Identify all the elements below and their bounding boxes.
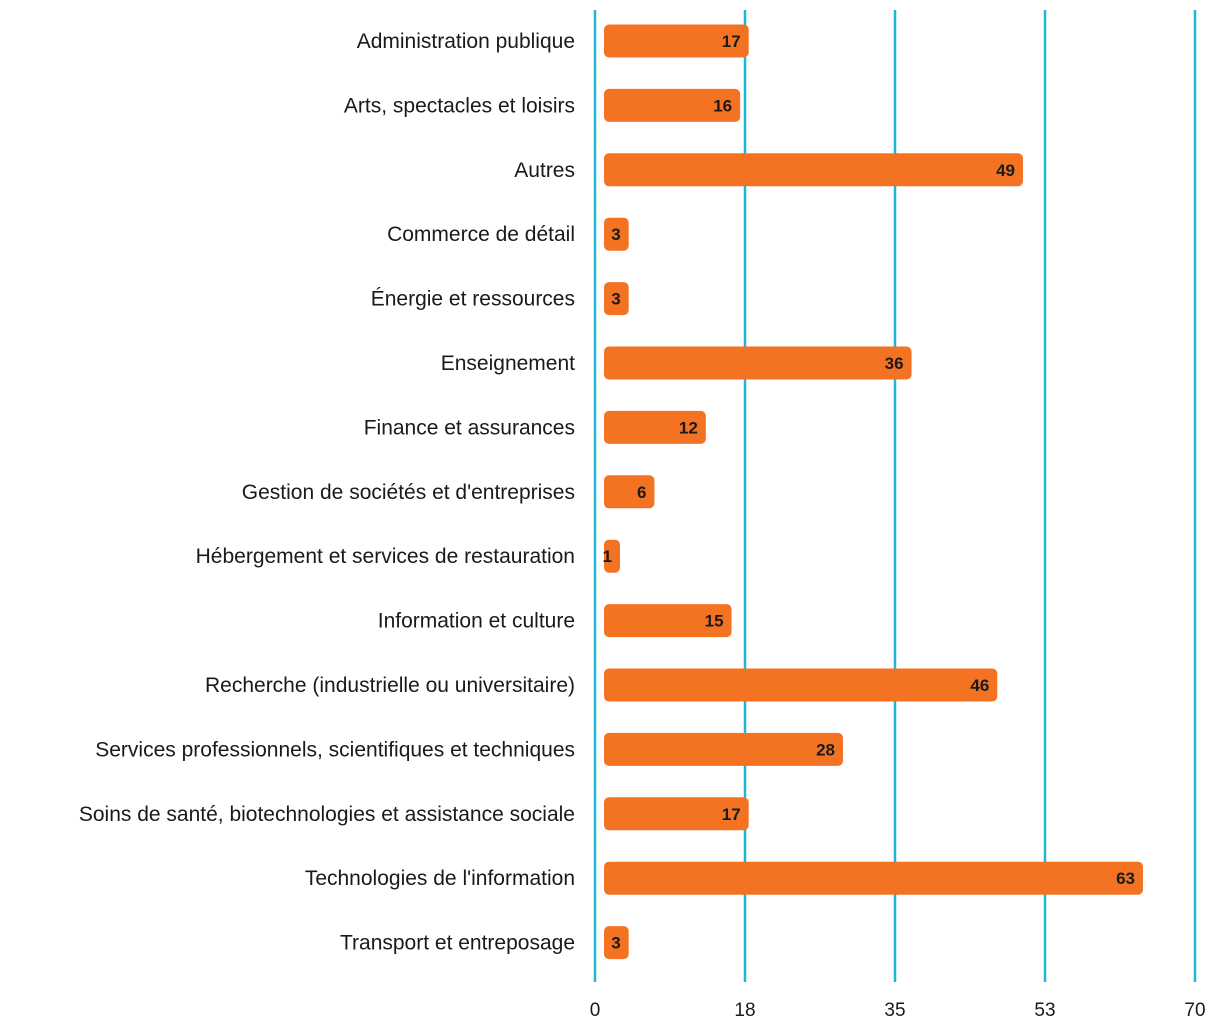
category-label: Administration publique xyxy=(357,30,575,53)
bar xyxy=(604,797,749,831)
bar xyxy=(604,604,732,638)
bar xyxy=(604,282,629,316)
bar xyxy=(604,861,1143,895)
bar xyxy=(604,539,620,573)
category-label: Services professionnels, scientifiques e… xyxy=(95,738,575,761)
bar-value-label: 63 xyxy=(1116,869,1135,888)
category-label: Énergie et ressources xyxy=(371,288,575,311)
bar-value-label: 46 xyxy=(970,676,989,695)
bar-value-label: 36 xyxy=(885,354,904,373)
x-tick-label: 70 xyxy=(1184,1000,1205,1021)
bar xyxy=(604,153,1023,187)
bar xyxy=(604,346,912,380)
category-label: Enseignement xyxy=(441,352,575,375)
bar-value-label: 6 xyxy=(637,483,646,502)
x-tick-label: 35 xyxy=(884,1000,905,1021)
bar xyxy=(604,475,655,509)
category-label: Transport et entreposage xyxy=(340,932,575,955)
x-tick-label: 53 xyxy=(1034,1000,1055,1021)
bar xyxy=(604,410,706,444)
category-label: Information et culture xyxy=(378,610,575,633)
bar-value-label: 1 xyxy=(603,547,612,566)
bar xyxy=(604,88,741,122)
bar-value-label: 28 xyxy=(816,740,835,759)
x-tick-label: 18 xyxy=(734,1000,755,1021)
category-label: Arts, spectacles et loisirs xyxy=(344,94,575,117)
bar-value-label: 3 xyxy=(611,934,620,953)
bar xyxy=(604,732,843,766)
bar-value-label: 16 xyxy=(713,96,732,115)
category-label: Recherche (industrielle ou universitaire… xyxy=(205,674,575,697)
category-label: Autres xyxy=(514,159,575,182)
bar-value-label: 3 xyxy=(611,290,620,309)
bar-value-label: 12 xyxy=(679,418,698,437)
category-label: Finance et assurances xyxy=(364,416,575,439)
category-label: Commerce de détail xyxy=(387,223,575,246)
bar xyxy=(604,217,629,251)
x-axis-tick-labels: 0 18 35 53 70 xyxy=(590,1000,1206,1021)
category-label: Technologies de l'information xyxy=(305,867,575,890)
bars: 17 16 49 3 3 36 12 6 1 15 46 28 17 63 3 xyxy=(603,24,1143,960)
bar-value-label: 15 xyxy=(705,612,724,631)
category-label: Hébergement et services de restauration xyxy=(196,545,575,568)
category-label: Soins de santé, biotechnologies et assis… xyxy=(79,803,575,826)
category-labels: Administration publique Arts, spectacles … xyxy=(79,30,575,955)
bar xyxy=(604,668,998,702)
bar-value-label: 17 xyxy=(722,805,741,824)
bar-value-label: 17 xyxy=(722,32,741,51)
category-label: Gestion de sociétés et d'entreprises xyxy=(242,481,575,504)
bar xyxy=(604,24,749,58)
bar xyxy=(604,926,629,960)
bar-value-label: 49 xyxy=(996,161,1015,180)
bar-value-label: 3 xyxy=(611,225,620,244)
x-tick-label: 0 xyxy=(590,1000,601,1021)
